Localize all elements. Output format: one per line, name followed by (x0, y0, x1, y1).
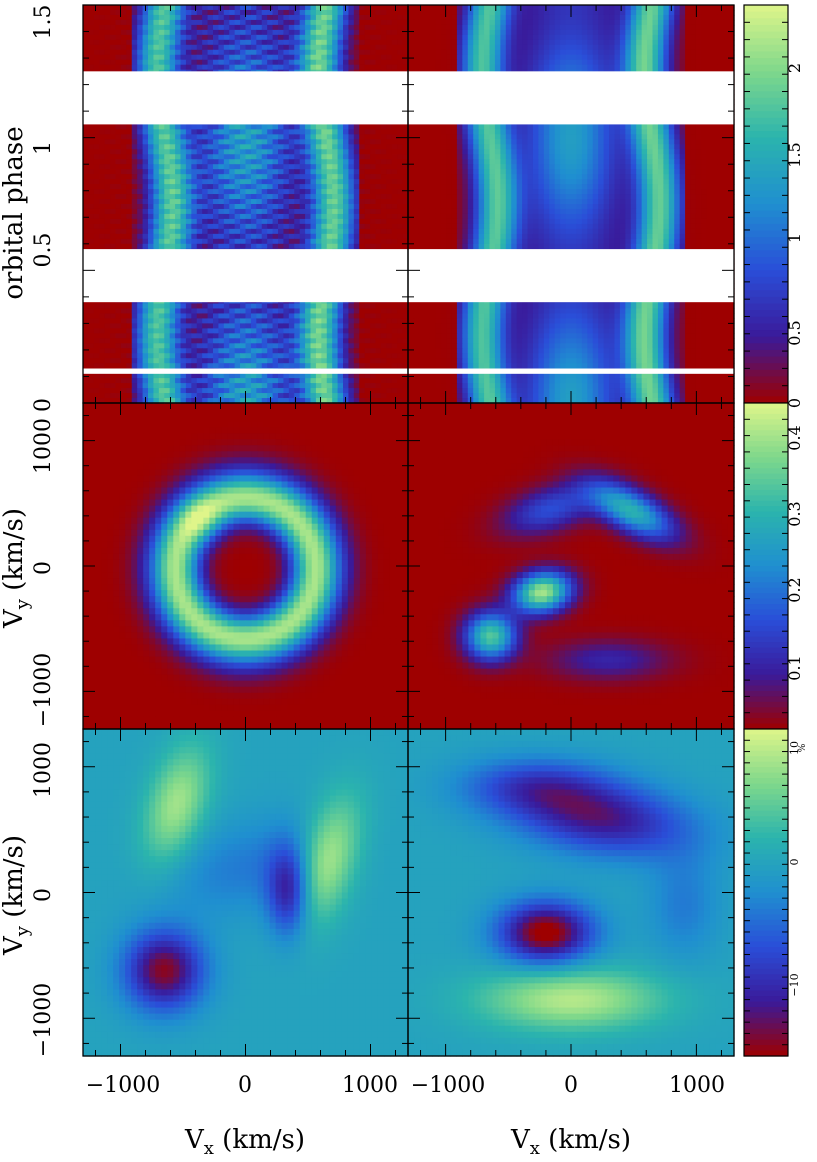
amplitude-map-right (408, 403, 735, 730)
cbar3-tick-0: 0 (788, 859, 801, 866)
vy-tick-row2-neg1000: −1000 (31, 653, 56, 727)
vy-tick-row2-1000: 1000 (31, 418, 56, 474)
vx-tick-left-neg1000: −1000 (86, 1073, 160, 1098)
vy-tick-row3-1000: 1000 (31, 742, 56, 798)
colorbar-row3 (743, 728, 789, 1057)
ylabel-vy-row3: Vy (km/s) (0, 835, 33, 956)
phase-tick-1: 1 (31, 141, 56, 155)
heatmap-panels (83, 5, 735, 1057)
phase-tick-0: 0 (31, 398, 56, 412)
cbar3-tick-10: 10 (788, 741, 801, 755)
cbar2-tick-0.4: 0.4 (785, 425, 804, 450)
cbar3-unit: % (798, 743, 808, 752)
xlabel-vx-right: Vx (km/s) (510, 1125, 631, 1159)
vy-tick-row3-neg1000: −1000 (31, 983, 56, 1057)
phase-map-left (83, 729, 409, 1057)
cbar2-tick-0.1: 0.1 (785, 655, 804, 680)
cbar1-tick-1: 1 (785, 233, 804, 243)
xlabel-vx-left: Vx (km/s) (184, 1125, 305, 1159)
vx-tick-right-1000: 1000 (669, 1073, 725, 1098)
vx-tick-left-0: 0 (238, 1073, 252, 1098)
trailed-spectra-model (408, 5, 735, 404)
phase-gap (83, 249, 408, 303)
doppler-map-left (83, 403, 409, 730)
phase-tick-1.5: 1.5 (31, 5, 56, 40)
cbar1-tick-0: 0 (785, 398, 804, 408)
cbar2-tick-0.3: 0.3 (785, 501, 804, 526)
cbar3-tick-neg10: −10 (788, 973, 801, 996)
colorbar-row1 (743, 4, 789, 404)
cbar1-tick-2: 2 (785, 63, 804, 73)
vx-tick-left-1000: 1000 (342, 1073, 398, 1098)
cbar2-tick-0.2: 0.2 (785, 577, 804, 602)
ylabel-orbital-phase: orbital phase (0, 126, 29, 299)
phase-gap (408, 249, 734, 303)
phase-map-right (408, 729, 735, 1057)
phase-gap (83, 71, 408, 125)
vx-tick-right-0: 0 (564, 1073, 578, 1098)
colorbars (743, 4, 789, 1057)
ylabel-vy-row2: Vy (km/s) (0, 508, 33, 629)
colorbar-frame (743, 728, 789, 1057)
cbar1-tick-1.5: 1.5 (785, 142, 804, 167)
phase-tick-0.5: 0.5 (31, 233, 56, 268)
axis-ticks (83, 4, 788, 1057)
trailed-spectra-observed (83, 5, 409, 404)
cbar1-tick-0.5: 0.5 (785, 320, 804, 345)
vy-tick-row2-0: 0 (31, 561, 56, 575)
colorbar-row2 (743, 402, 789, 730)
vy-tick-row3-0: 0 (31, 888, 56, 902)
phase-gap (408, 368, 734, 374)
vx-tick-right-neg1000: −1000 (411, 1073, 485, 1098)
phase-gap (83, 368, 408, 374)
phase-gap (408, 71, 734, 125)
